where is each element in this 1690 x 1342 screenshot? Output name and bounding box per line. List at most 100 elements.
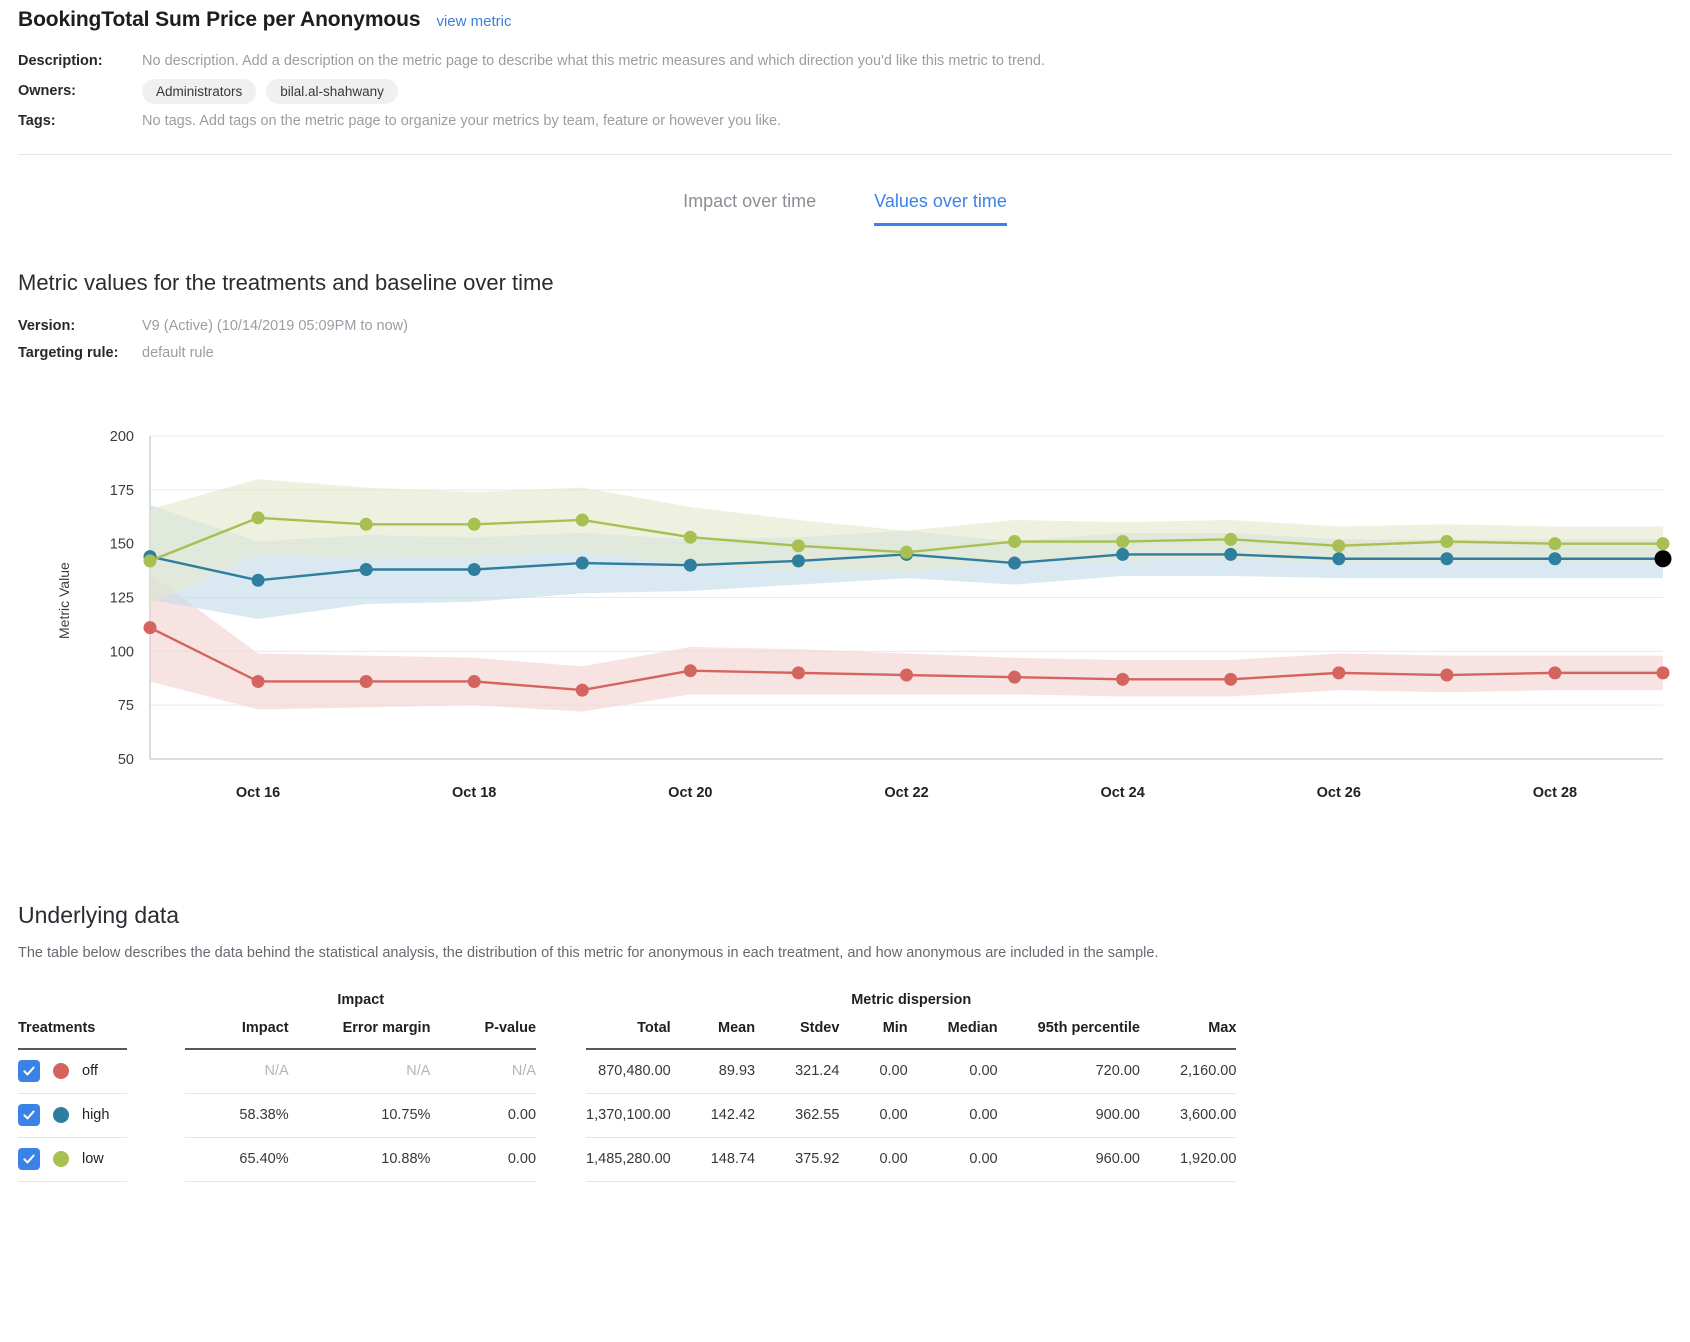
table-row: 1,485,280.00 148.74 375.92 0.00 0.00 960.00 1,…: [586, 1137, 1237, 1182]
targeting-rule-value: default rule: [142, 344, 214, 361]
data-point-low[interactable]: [575, 513, 589, 527]
data-point-low[interactable]: [1332, 539, 1346, 553]
y-axis-tick: 50: [118, 752, 134, 768]
data-point-low[interactable]: [1440, 535, 1454, 549]
table-cell: 900.00: [997, 1093, 1140, 1138]
tab-impact-over-time[interactable]: Impact over time: [683, 191, 817, 211]
treatments-column-header: Treatments: [18, 1020, 128, 1050]
data-point-high[interactable]: [1116, 547, 1130, 561]
table-cell: N/A: [185, 1049, 289, 1094]
table-row: low: [18, 1137, 128, 1182]
data-point-low[interactable]: [1548, 537, 1562, 551]
tags-label: Tags:: [18, 113, 56, 129]
table-cell: 0.00: [907, 1093, 998, 1138]
data-point-high[interactable]: [467, 563, 481, 577]
treatment-checkbox-off[interactable]: [18, 1060, 40, 1083]
table-row: 870,480.00 89.93 321.24 0.00 0.00 720.00 2,160…: [586, 1049, 1237, 1094]
table-cell: N/A: [430, 1049, 537, 1094]
column-header-stdev: Stdev: [755, 1020, 840, 1050]
targeting-rule-label: Targeting rule:: [18, 344, 119, 361]
x-axis-tick: Oct 20: [668, 785, 712, 801]
y-axis-tick: 150: [110, 537, 134, 553]
page-title: BookingTotal Sum Price per Anonymous: [18, 8, 421, 31]
data-point-low[interactable]: [1116, 535, 1130, 549]
data-point-off[interactable]: [575, 683, 589, 697]
data-point-high[interactable]: [575, 556, 589, 570]
dispersion-table: Metric dispersion Total Mean Stdev Min Media…: [586, 991, 1237, 1182]
data-point-high[interactable]: [683, 558, 697, 572]
data-point-off[interactable]: [359, 674, 373, 688]
data-point-off[interactable]: [1224, 672, 1238, 686]
data-point-high[interactable]: [1440, 552, 1454, 566]
data-point-low[interactable]: [1656, 537, 1670, 551]
x-axis-tick: Oct 22: [884, 785, 928, 801]
data-point-off[interactable]: [1332, 666, 1346, 680]
data-point-off[interactable]: [251, 674, 265, 688]
table-row: high: [18, 1093, 128, 1138]
chart-svg[interactable]: 200 175 150 125 100 75 50 Oct 16 Oct 18 Oct 20 Oct…: [18, 414, 1672, 834]
underlying-data-title: Underlying data: [18, 902, 180, 928]
treatment-name: low: [82, 1151, 104, 1167]
data-point-off[interactable]: [143, 621, 157, 635]
version-value: V9 (Active) (10/14/2019 05:09PM to now): [142, 317, 408, 334]
table-cell: 0.00: [839, 1093, 908, 1138]
y-axis-tick: 100: [110, 644, 134, 660]
series-color-swatch-high: [53, 1107, 69, 1123]
data-point-high[interactable]: [1224, 547, 1238, 561]
table-cell: 2,160.00: [1139, 1049, 1237, 1094]
owner-chip[interactable]: Administrators: [142, 78, 257, 104]
owners-row: Owners: Administrators bilal.al-shahwany: [18, 76, 1672, 106]
header-divider: [18, 154, 1672, 155]
data-point-low[interactable]: [467, 517, 481, 531]
treatment-cell: high: [18, 1104, 127, 1126]
table-cell: 65.40%: [185, 1137, 289, 1182]
treatments-group-spacer: [18, 991, 127, 1020]
data-point-high[interactable]: [251, 573, 265, 587]
table-row: off: [18, 1049, 128, 1094]
values-over-time-chart[interactable]: Metric Value 200 175 150 125 100 75 50 Oct 16 Oc…: [18, 414, 1672, 844]
description-row: Description: No description. Add a descr…: [18, 46, 1672, 76]
data-point-low[interactable]: [143, 554, 157, 568]
data-point-low[interactable]: [683, 530, 697, 544]
underlying-data-tables: Treatments off high low Impact Impact Error…: [18, 991, 1672, 1182]
data-point-off[interactable]: [1548, 666, 1562, 680]
table-cell: 89.93: [670, 1049, 756, 1094]
view-metric-link[interactable]: view metric: [436, 13, 512, 30]
data-point-low[interactable]: [251, 511, 265, 525]
data-point-off[interactable]: [900, 668, 913, 682]
owner-chip[interactable]: bilal.al-shahwany: [266, 78, 398, 104]
data-point-low[interactable]: [1224, 532, 1238, 546]
data-point-off[interactable]: [1008, 670, 1022, 684]
table-cell: 1,370,100.00: [586, 1093, 671, 1138]
highlighted-data-point[interactable]: [1654, 550, 1672, 568]
column-header-impact: Impact: [185, 1020, 289, 1050]
table-cell: 58.38%: [185, 1093, 289, 1138]
table-cell: N/A: [288, 1049, 431, 1094]
data-point-high[interactable]: [791, 554, 805, 568]
data-point-high[interactable]: [1548, 552, 1562, 566]
column-header-mean: Mean: [670, 1020, 756, 1050]
data-point-low[interactable]: [359, 517, 373, 531]
data-point-off[interactable]: [683, 664, 697, 678]
tab-values-over-time[interactable]: Values over time: [874, 191, 1007, 226]
data-point-high[interactable]: [1008, 556, 1022, 570]
table-cell: 10.88%: [288, 1137, 431, 1182]
treatment-checkbox-high[interactable]: [18, 1104, 40, 1126]
data-point-off[interactable]: [791, 666, 805, 680]
data-point-high[interactable]: [359, 563, 373, 577]
x-axis-tick: Oct 16: [236, 785, 280, 801]
data-point-high[interactable]: [1332, 552, 1346, 566]
data-point-low[interactable]: [791, 539, 805, 553]
table-cell: 0.00: [907, 1049, 998, 1094]
data-point-off[interactable]: [1440, 668, 1454, 682]
table-cell: 0.00: [839, 1137, 908, 1182]
data-point-off[interactable]: [467, 674, 481, 688]
x-axis-tick: Oct 24: [1100, 785, 1144, 801]
data-point-low[interactable]: [1008, 535, 1022, 549]
data-point-low[interactable]: [900, 545, 913, 559]
treatment-checkbox-low[interactable]: [18, 1148, 40, 1170]
table-cell: 321.24: [755, 1049, 840, 1094]
impact-group-header: Impact: [337, 992, 385, 1008]
data-point-off[interactable]: [1116, 672, 1130, 686]
data-point-off[interactable]: [1656, 666, 1670, 680]
